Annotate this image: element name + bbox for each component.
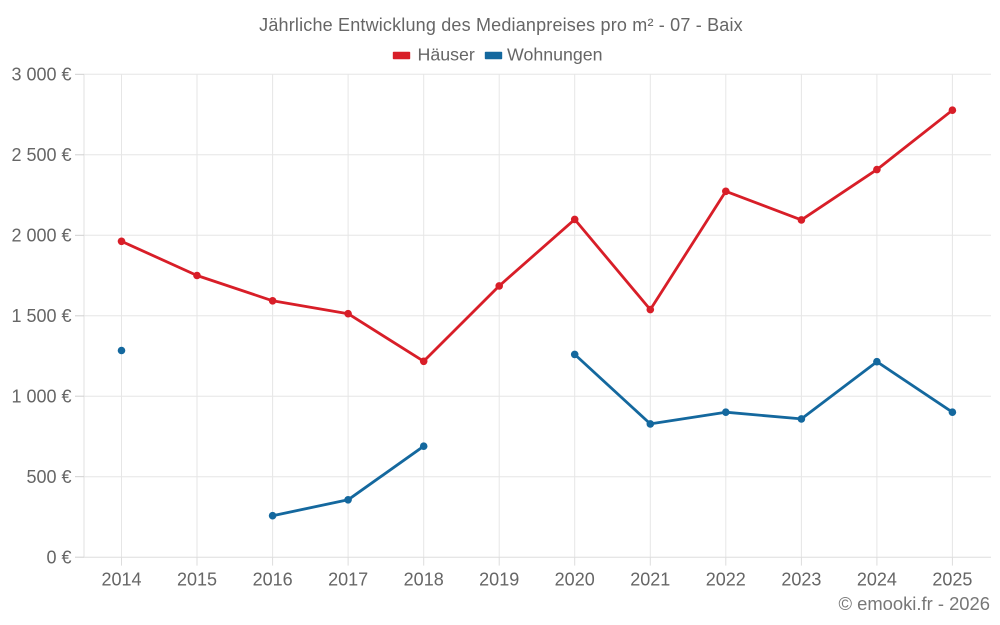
svg-text:2014: 2014 xyxy=(101,570,141,590)
svg-text:2025: 2025 xyxy=(932,570,972,590)
svg-text:2016: 2016 xyxy=(253,570,293,590)
svg-text:2022: 2022 xyxy=(706,570,746,590)
svg-text:2018: 2018 xyxy=(404,570,444,590)
svg-text:3 000 €: 3 000 € xyxy=(11,65,71,85)
svg-text:© emooki.fr - 2026: © emooki.fr - 2026 xyxy=(838,593,990,614)
svg-text:2021: 2021 xyxy=(630,570,670,590)
svg-text:Wohnungen: Wohnungen xyxy=(507,45,603,65)
svg-text:2024: 2024 xyxy=(857,570,897,590)
svg-text:1 000 €: 1 000 € xyxy=(11,386,71,406)
svg-text:2019: 2019 xyxy=(479,570,519,590)
svg-text:Jährliche Entwicklung des Medi: Jährliche Entwicklung des Medianpreises … xyxy=(259,15,743,35)
svg-text:2 000 €: 2 000 € xyxy=(11,226,71,246)
svg-text:2023: 2023 xyxy=(781,570,821,590)
svg-text:2017: 2017 xyxy=(328,570,368,590)
svg-text:Häuser: Häuser xyxy=(418,45,475,65)
svg-text:2015: 2015 xyxy=(177,570,217,590)
svg-text:0 €: 0 € xyxy=(46,547,71,567)
svg-text:1 500 €: 1 500 € xyxy=(11,306,71,326)
svg-text:500 €: 500 € xyxy=(26,467,71,487)
svg-text:2020: 2020 xyxy=(555,570,595,590)
svg-text:2 500 €: 2 500 € xyxy=(11,145,71,165)
